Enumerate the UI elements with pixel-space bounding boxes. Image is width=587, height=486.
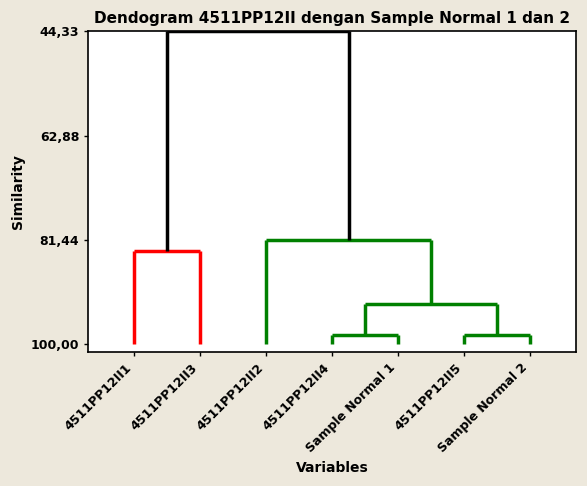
Y-axis label: Similarity: Similarity (11, 155, 25, 229)
X-axis label: Variables: Variables (296, 461, 369, 475)
Title: Dendogram 4511PP12II dengan Sample Normal 1 dan 2: Dendogram 4511PP12II dengan Sample Norma… (94, 11, 570, 26)
